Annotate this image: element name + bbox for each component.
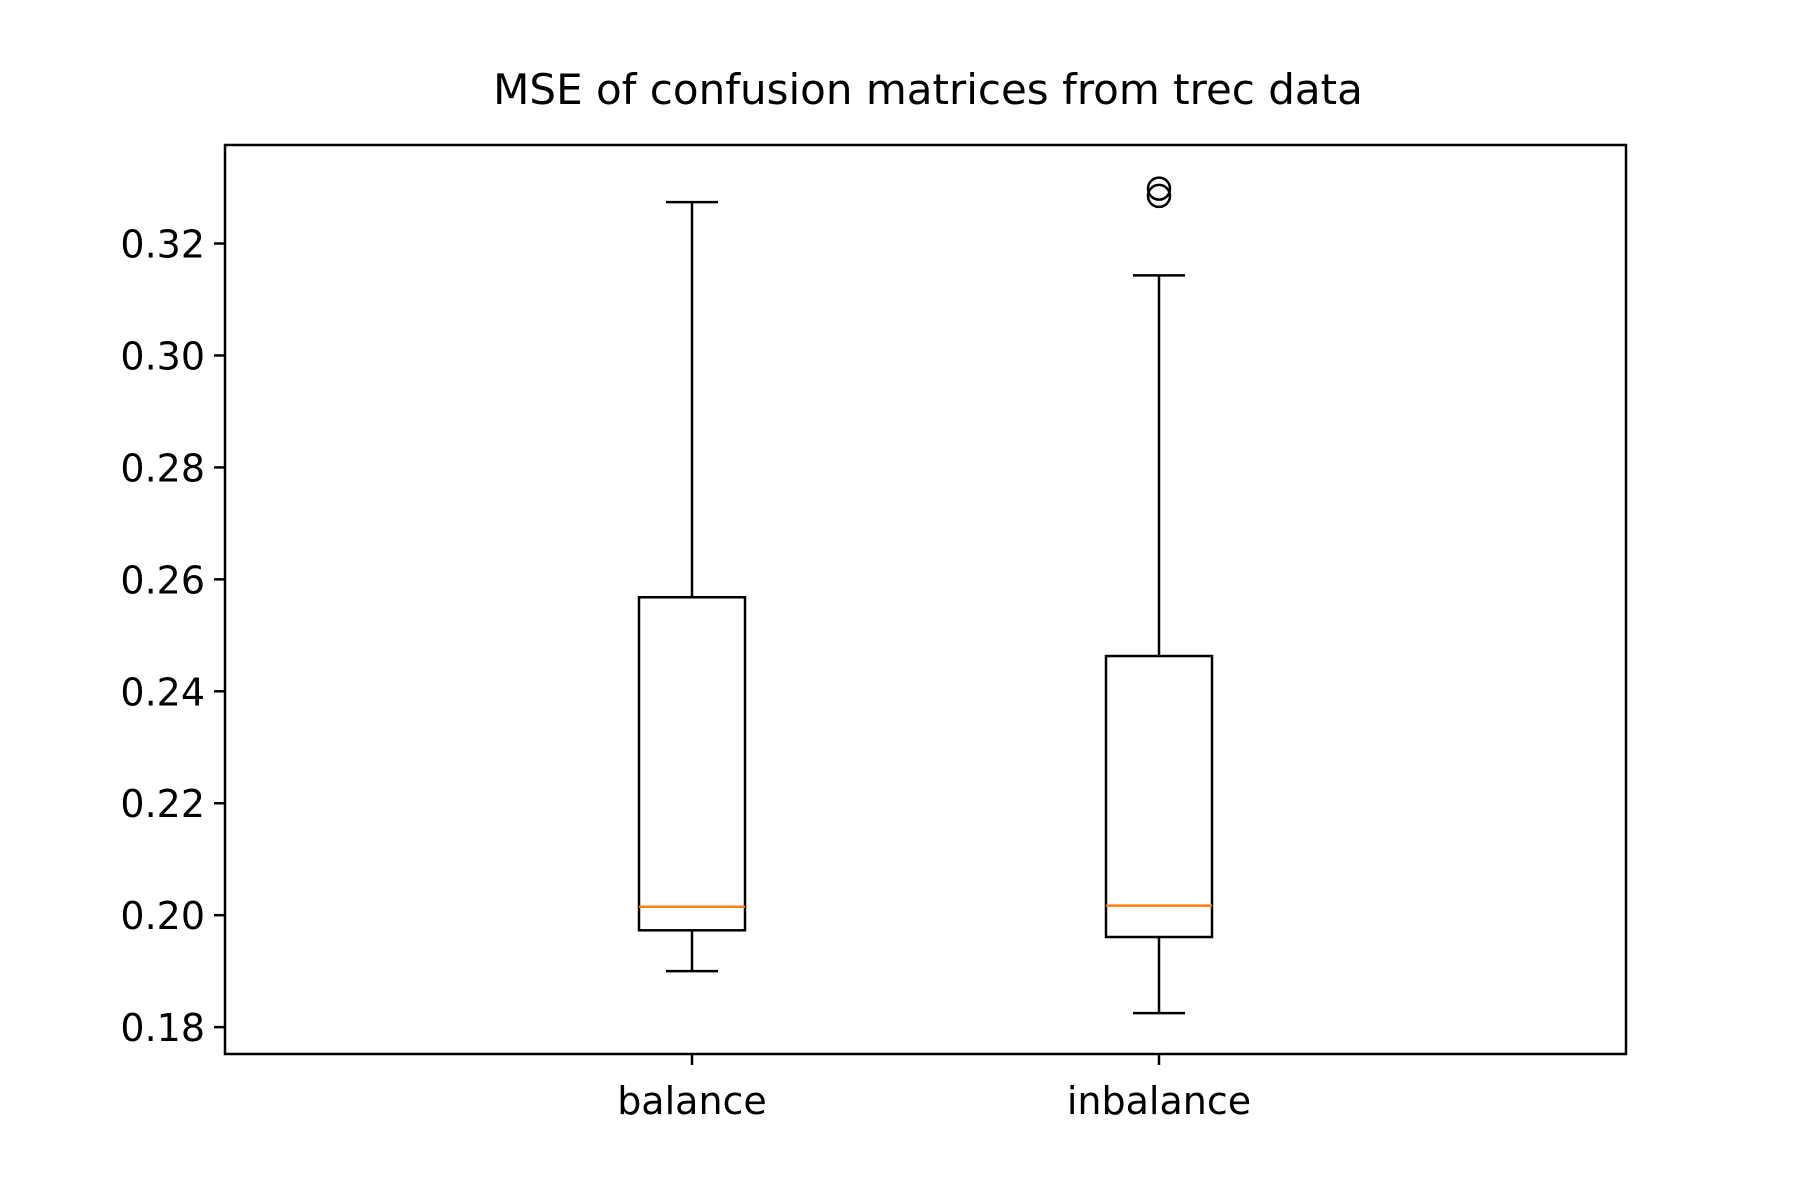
x-tick-label: balance bbox=[617, 1079, 767, 1123]
x-tick-label: inbalance bbox=[1067, 1079, 1251, 1123]
boxes-layer bbox=[637, 176, 1214, 1015]
y-tick-label: 0.18 bbox=[120, 1006, 205, 1050]
outlier-point bbox=[1146, 183, 1172, 209]
outlier-point bbox=[1146, 176, 1172, 201]
y-tick-label: 0.22 bbox=[120, 782, 205, 826]
y-tick-label: 0.20 bbox=[120, 894, 205, 938]
y-tick-label: 0.24 bbox=[120, 670, 205, 714]
plot-frame bbox=[223, 143, 1628, 1056]
iqr-box bbox=[637, 596, 747, 932]
y-tick-label: 0.26 bbox=[120, 558, 205, 602]
iqr-box bbox=[1104, 654, 1214, 939]
box-inbalance bbox=[1104, 176, 1214, 1015]
box-balance bbox=[637, 200, 747, 973]
x-axis: balance inbalance bbox=[617, 1054, 1251, 1123]
y-tick-label: 0.30 bbox=[120, 334, 205, 378]
y-tick-label: 0.32 bbox=[120, 223, 205, 267]
y-tick-label: 0.28 bbox=[120, 446, 205, 490]
y-axis: 0.18 0.20 0.22 0.24 0.26 0.28 0.30 0.32 bbox=[120, 223, 225, 1050]
chart-title: MSE of confusion matrices from trec data bbox=[493, 65, 1363, 114]
